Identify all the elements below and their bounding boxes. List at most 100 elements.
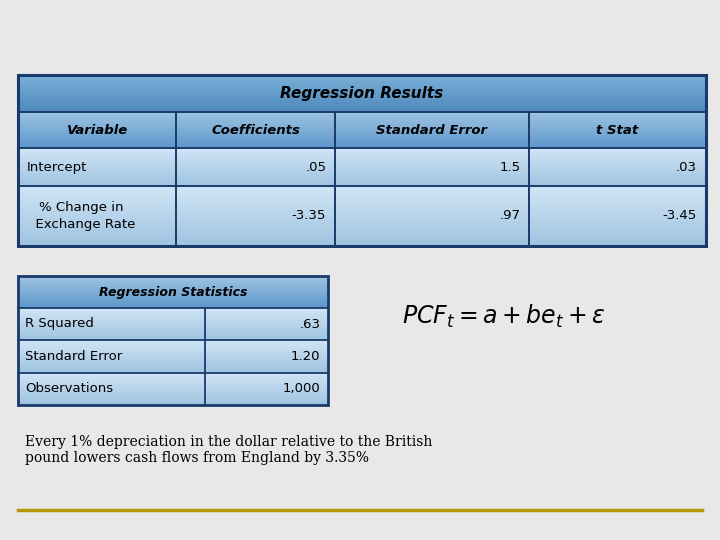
Bar <box>335 232 529 233</box>
Bar <box>18 79 706 80</box>
Bar <box>176 187 335 188</box>
Bar <box>335 167 529 168</box>
Bar <box>176 178 335 179</box>
Bar <box>529 173 706 174</box>
Bar <box>335 158 529 159</box>
Bar <box>18 231 176 232</box>
Bar <box>529 219 706 220</box>
Bar <box>176 199 335 200</box>
Bar <box>205 366 328 367</box>
Bar <box>18 195 176 196</box>
Bar <box>205 404 328 405</box>
Bar <box>529 167 706 168</box>
Bar <box>18 95 706 96</box>
Bar <box>18 321 205 322</box>
Bar <box>205 308 328 309</box>
Bar <box>335 171 529 172</box>
Bar <box>529 208 706 209</box>
Bar <box>335 166 529 167</box>
Bar <box>529 176 706 177</box>
Bar <box>529 160 706 161</box>
Bar <box>18 338 205 339</box>
Bar <box>529 186 706 187</box>
Bar <box>529 245 706 246</box>
Bar <box>529 135 706 136</box>
Bar <box>176 176 335 177</box>
Bar <box>176 148 335 149</box>
Bar <box>205 393 328 394</box>
Bar <box>18 171 176 172</box>
Bar <box>18 132 176 133</box>
Bar <box>18 145 176 146</box>
Bar <box>18 139 176 140</box>
Bar <box>176 200 335 201</box>
Bar <box>176 203 335 204</box>
Text: Regression Results: Regression Results <box>280 86 444 101</box>
Bar <box>18 160 176 161</box>
Bar <box>18 212 176 213</box>
Bar <box>529 203 706 204</box>
Text: .05: .05 <box>305 161 326 174</box>
Bar <box>18 348 205 349</box>
Bar <box>176 161 335 163</box>
Bar <box>18 213 176 214</box>
Bar <box>176 196 335 197</box>
Bar <box>529 138 706 139</box>
Bar <box>18 135 176 136</box>
Bar <box>335 157 529 158</box>
Bar <box>529 194 706 195</box>
Bar <box>18 325 205 326</box>
Bar <box>176 186 335 187</box>
Bar <box>176 195 335 196</box>
Bar <box>529 228 706 229</box>
Bar <box>529 166 706 167</box>
Bar <box>18 93 706 94</box>
Bar <box>335 238 529 239</box>
Bar <box>335 184 529 185</box>
Bar <box>335 145 529 146</box>
Bar <box>529 123 706 124</box>
Bar <box>18 215 176 216</box>
Bar <box>18 151 176 152</box>
Bar <box>335 197 529 198</box>
Bar <box>205 325 328 326</box>
Bar <box>529 185 706 186</box>
Bar <box>335 132 529 133</box>
Bar <box>205 367 328 368</box>
Bar <box>176 185 335 186</box>
Bar <box>18 181 176 182</box>
Bar <box>529 201 706 202</box>
Bar <box>335 239 529 240</box>
Bar <box>18 341 205 342</box>
Bar <box>18 174 176 175</box>
Bar <box>18 155 176 156</box>
Bar <box>205 323 328 324</box>
Bar <box>18 388 205 389</box>
Bar <box>18 136 176 137</box>
Bar <box>176 235 335 236</box>
Bar <box>18 381 205 382</box>
Bar <box>335 144 529 145</box>
Bar <box>335 178 529 179</box>
Bar <box>18 347 205 348</box>
Bar <box>18 399 205 400</box>
Bar <box>18 179 176 180</box>
Bar <box>335 165 529 166</box>
Bar <box>18 201 176 202</box>
Bar <box>176 231 335 232</box>
Bar <box>18 104 706 105</box>
Bar <box>176 182 335 183</box>
Bar <box>335 187 529 188</box>
Bar <box>529 124 706 125</box>
Bar <box>18 164 176 165</box>
Bar <box>529 202 706 203</box>
Bar <box>529 125 706 126</box>
Bar <box>176 222 335 223</box>
Bar <box>18 144 176 145</box>
Bar <box>176 116 335 117</box>
Bar <box>205 339 328 340</box>
Bar <box>18 237 176 238</box>
Bar <box>176 117 335 118</box>
Bar <box>529 221 706 222</box>
Bar <box>529 232 706 233</box>
